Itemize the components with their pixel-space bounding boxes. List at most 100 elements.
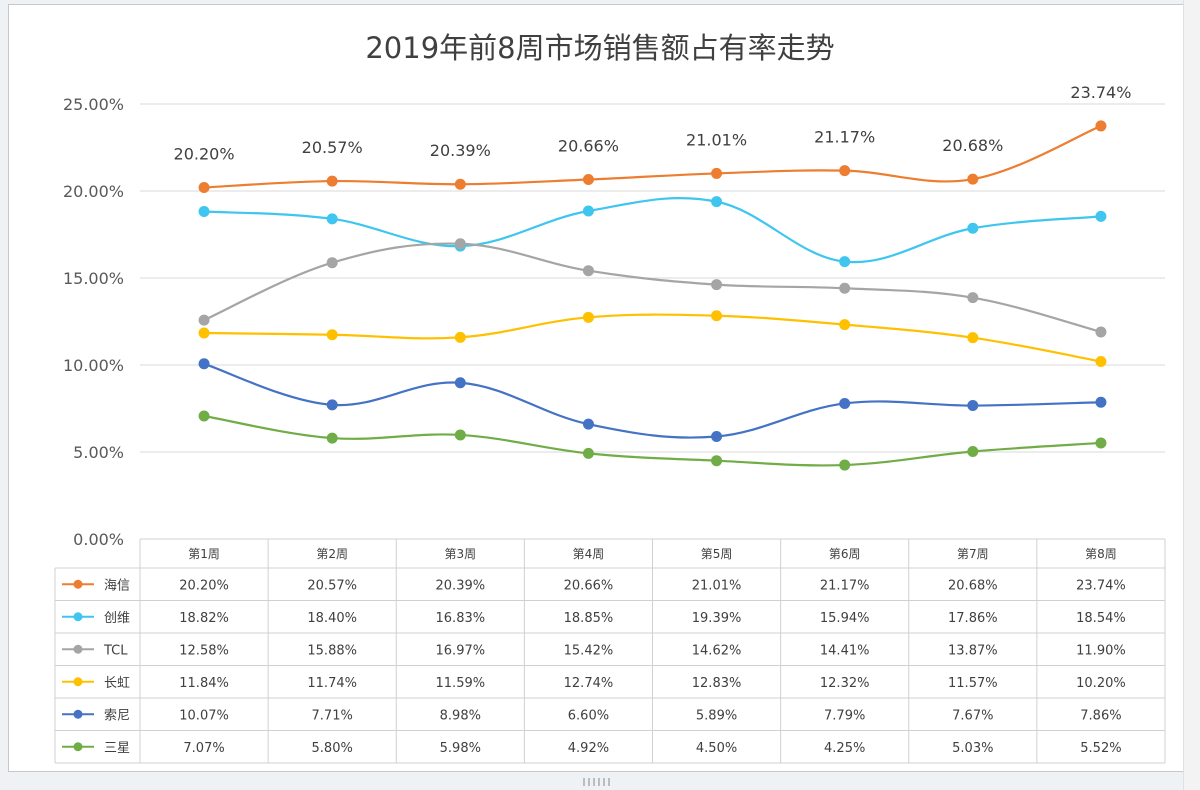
legend-marker — [73, 677, 83, 687]
data-point — [582, 311, 594, 323]
table-cell: 18.40% — [307, 611, 357, 626]
data-point — [582, 265, 594, 277]
data-point — [967, 445, 979, 457]
table-cell: 20.20% — [179, 578, 229, 593]
table-cell: 12.74% — [564, 676, 614, 691]
data-point — [1095, 120, 1107, 132]
data-point — [711, 455, 723, 467]
data-point — [1095, 210, 1107, 222]
table-cell: 5.98% — [440, 741, 481, 756]
table-cell: 8.98% — [440, 708, 481, 723]
x-category-label: 第4周 — [573, 547, 605, 561]
table-cell: 11.57% — [948, 676, 998, 691]
data-point — [198, 182, 210, 194]
data-point — [839, 165, 851, 177]
table-cell: 16.83% — [436, 611, 486, 626]
series-line — [204, 124, 1102, 189]
data-point — [839, 459, 851, 471]
series-line — [204, 313, 1102, 363]
legend-name: 三星 — [104, 741, 130, 756]
data-point — [839, 282, 851, 294]
table-cell: 15.94% — [820, 611, 870, 626]
table-cell: 13.87% — [948, 643, 998, 658]
table-cell: 11.90% — [1076, 643, 1126, 658]
table-cell: 15.42% — [564, 643, 614, 658]
data-point — [711, 310, 723, 322]
table-cell: 5.80% — [312, 741, 353, 756]
data-point — [711, 196, 723, 208]
table-cell: 18.85% — [564, 611, 614, 626]
data-point — [198, 358, 210, 370]
data-point — [1095, 437, 1107, 449]
legend-name: 索尼 — [104, 708, 130, 723]
table-cell: 11.74% — [307, 676, 357, 691]
data-point — [967, 222, 979, 234]
data-point — [839, 319, 851, 331]
data-point — [711, 431, 723, 443]
data-label: 20.68% — [942, 136, 1003, 155]
data-point — [326, 399, 338, 411]
data-point — [967, 292, 979, 304]
data-point — [198, 327, 210, 339]
table-cell: 11.84% — [179, 676, 229, 691]
legend-name: TCL — [103, 643, 128, 658]
data-point — [711, 167, 723, 179]
chart-area — [8, 4, 1184, 772]
data-point — [1095, 356, 1107, 368]
y-tick-label: 25.00% — [63, 95, 124, 114]
series-TCL — [198, 238, 1107, 338]
data-point — [454, 238, 466, 250]
data-point — [198, 314, 210, 326]
table-cell: 20.66% — [564, 578, 614, 593]
legend-marker — [73, 579, 83, 589]
data-point — [198, 206, 210, 218]
data-point — [326, 432, 338, 444]
data-point — [582, 174, 594, 186]
resize-grip[interactable] — [583, 778, 613, 786]
table-cell: 18.82% — [179, 611, 229, 626]
table-cell: 5.03% — [952, 741, 993, 756]
legend-marker — [73, 709, 83, 719]
table-cell: 20.57% — [307, 578, 357, 593]
data-point — [1095, 326, 1107, 338]
legend-marker — [73, 742, 83, 752]
data-label: 20.39% — [430, 141, 491, 160]
table-cell: 16.97% — [436, 643, 486, 658]
data-point — [198, 410, 210, 422]
series-索尼 — [198, 358, 1107, 443]
x-category-label: 第8周 — [1085, 547, 1117, 561]
data-point — [839, 397, 851, 409]
vertical-scrollbar[interactable] — [1183, 0, 1200, 790]
table-cell: 17.86% — [948, 611, 998, 626]
y-tick-label: 0.00% — [73, 530, 124, 549]
series-三星 — [198, 410, 1107, 471]
table-cell: 4.92% — [568, 741, 609, 756]
data-point — [839, 256, 851, 268]
data-point — [454, 429, 466, 441]
data-label: 20.66% — [558, 137, 619, 156]
table-cell: 7.07% — [183, 741, 224, 756]
data-label: 21.01% — [686, 130, 747, 149]
y-tick-label: 10.00% — [63, 356, 124, 375]
x-category-label: 第1周 — [188, 547, 220, 561]
x-category-label: 第2周 — [316, 547, 348, 561]
table-cell: 10.07% — [179, 708, 229, 723]
legend-marker — [73, 644, 83, 654]
table-cell: 6.60% — [568, 708, 609, 723]
x-category-label: 第7周 — [957, 547, 989, 561]
table-cell: 5.89% — [696, 708, 737, 723]
y-axis-ticks: 25.00% 20.00% 15.00% 10.00% 5.00% 0.00% — [63, 95, 124, 549]
table-cell: 20.39% — [436, 578, 486, 593]
data-point — [967, 332, 979, 344]
y-tick-label: 20.00% — [63, 182, 124, 201]
table-cell: 12.58% — [179, 643, 229, 658]
table-cell: 5.52% — [1080, 741, 1121, 756]
table-cell: 23.74% — [1076, 578, 1126, 593]
legend-name: 长虹 — [104, 676, 130, 691]
y-tick-label: 5.00% — [73, 443, 124, 462]
chart-title: 2019年前8周市场销售额占有率走势 — [365, 31, 834, 65]
legend-name: 创维 — [104, 611, 130, 626]
table-cell: 12.83% — [692, 676, 742, 691]
